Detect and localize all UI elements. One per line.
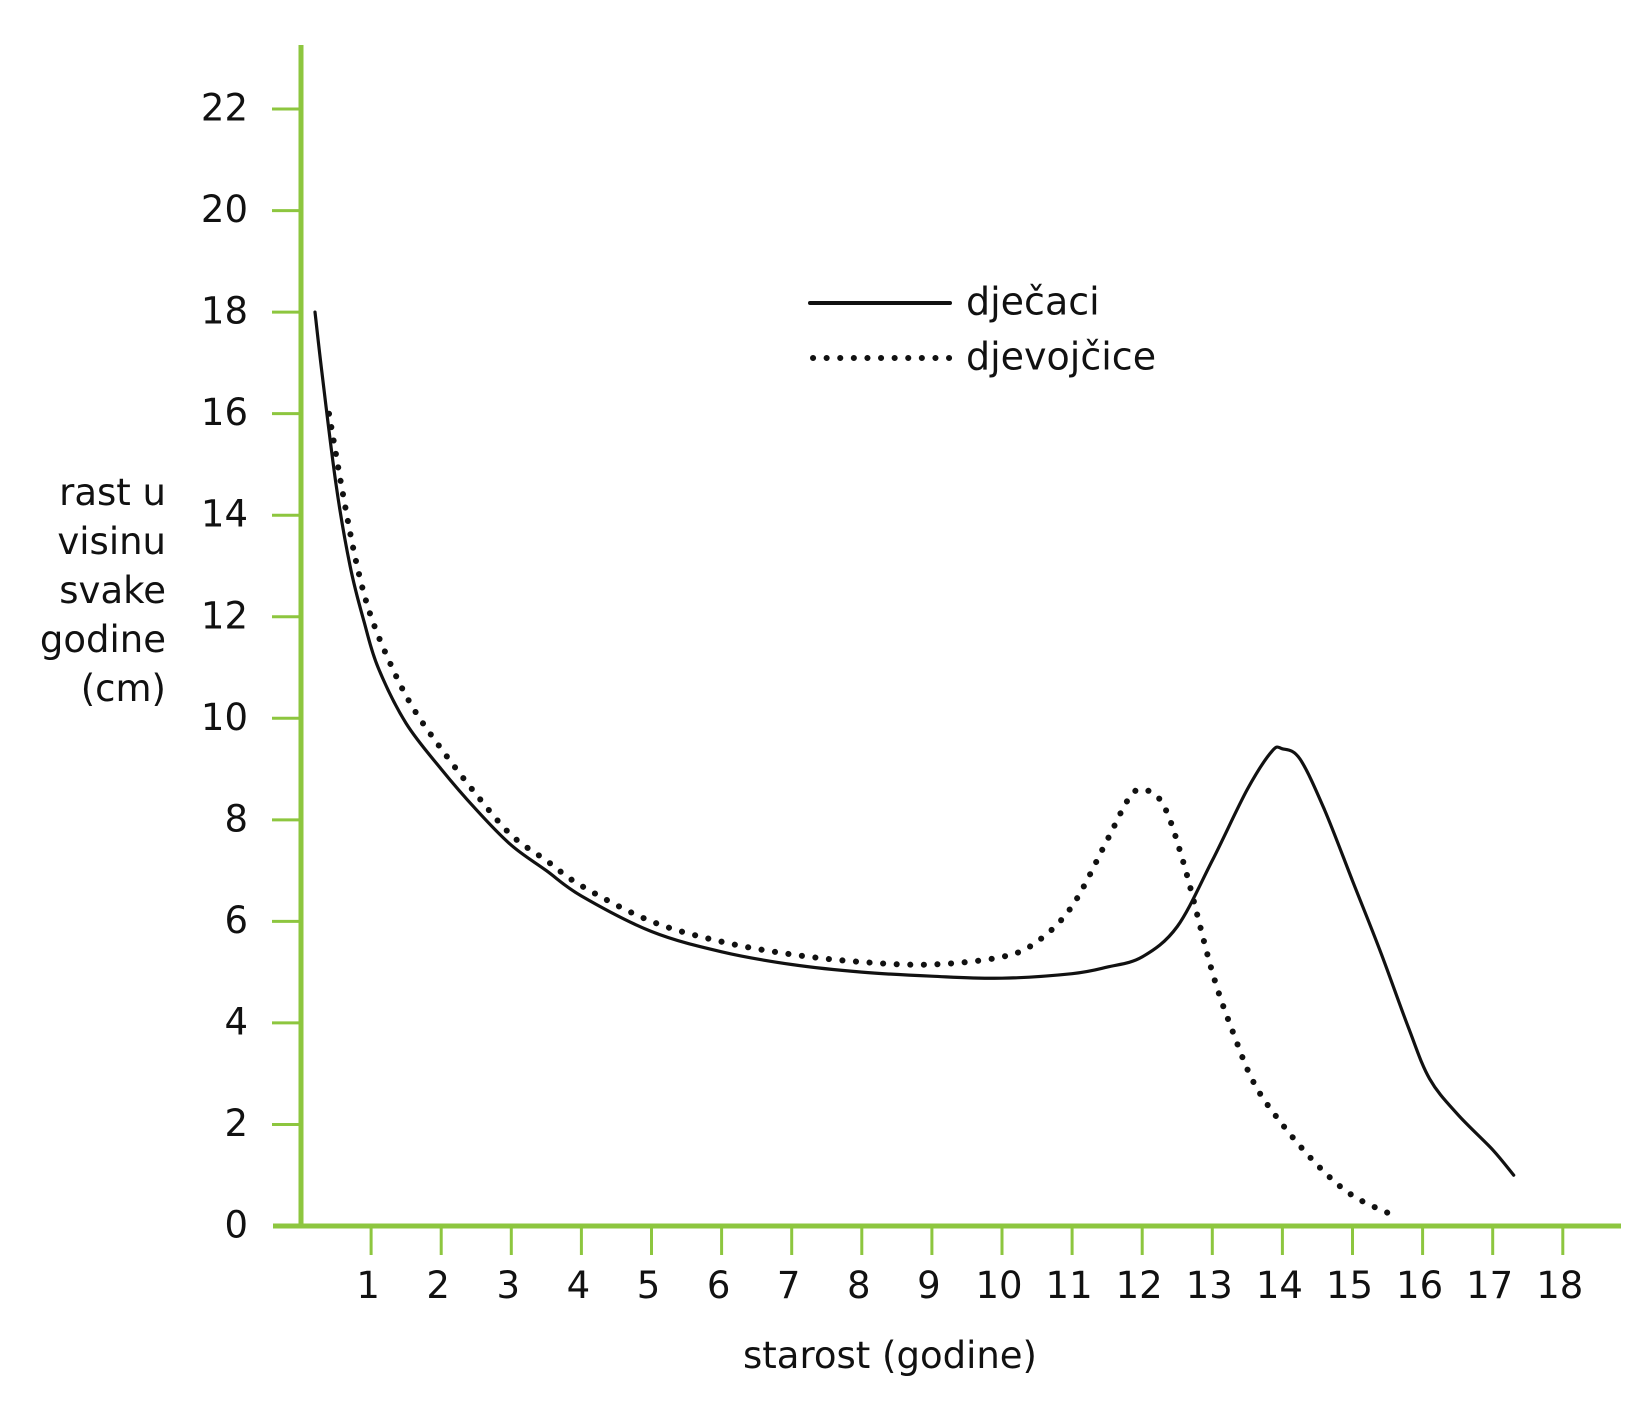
y-tick-label: 16 <box>201 391 248 434</box>
x-tick-label: 15 <box>1326 1264 1373 1307</box>
y-axis-title-line: godine <box>40 618 166 661</box>
x-tick-label: 16 <box>1396 1264 1443 1307</box>
y-tick-label: 12 <box>201 594 248 637</box>
x-tick-label: 1 <box>356 1264 380 1307</box>
x-tick-label: 13 <box>1186 1264 1233 1307</box>
y-axis-title-line: rast u <box>59 471 166 514</box>
x-tick-label: 5 <box>637 1264 661 1307</box>
axes <box>273 45 1621 1229</box>
legend-label-djevojcice: djevojčice <box>966 335 1156 379</box>
x-tick-label: 4 <box>567 1264 591 1307</box>
x-tick-label: 18 <box>1536 1264 1583 1307</box>
x-axis-ticks: 1 2 3 4 5 6 7 8 9 10 11 12 13 14 15 16 17 18 <box>356 1226 1583 1307</box>
x-tick-label: 9 <box>917 1264 941 1307</box>
legend-label-djecaci: dječaci <box>966 280 1100 324</box>
y-axis-title: rast u visinu svake godine (cm) <box>40 471 166 710</box>
y-tick-label: 4 <box>224 1000 248 1043</box>
x-tick-label: 10 <box>975 1264 1022 1307</box>
y-tick-label: 22 <box>201 87 248 130</box>
y-tick-label: 10 <box>201 696 248 739</box>
x-tick-label: 8 <box>847 1264 871 1307</box>
y-tick-label: 6 <box>224 899 248 942</box>
y-axis-title-line: svake <box>59 569 166 612</box>
x-tick-label: 17 <box>1466 1264 1513 1307</box>
x-tick-label: 2 <box>426 1264 450 1307</box>
y-tick-label: 8 <box>224 797 248 840</box>
y-tick-label: 0 <box>224 1204 248 1247</box>
x-axis-title: starost (godine) <box>743 1334 1037 1377</box>
y-axis-title-line: (cm) <box>81 667 166 710</box>
x-tick-label: 7 <box>777 1264 801 1307</box>
legend: dječaci djevojčice <box>808 280 1156 379</box>
series-line-djecaci <box>313 310 1516 1177</box>
data-lines <box>313 310 1516 1219</box>
x-tick-label: 12 <box>1116 1264 1163 1307</box>
y-tick-label: 20 <box>201 188 248 231</box>
x-tick-label: 6 <box>707 1264 731 1307</box>
x-tick-label: 11 <box>1046 1264 1093 1307</box>
y-axis-title-line: visinu <box>57 520 166 563</box>
x-tick-label: 3 <box>497 1264 521 1307</box>
y-axis-ticks: 0 2 4 6 8 10 12 14 16 18 20 22 <box>201 87 301 1247</box>
y-tick-label: 18 <box>201 290 248 333</box>
x-tick-label: 14 <box>1256 1264 1303 1307</box>
y-tick-label: 14 <box>201 493 248 536</box>
y-tick-label: 2 <box>224 1102 248 1145</box>
